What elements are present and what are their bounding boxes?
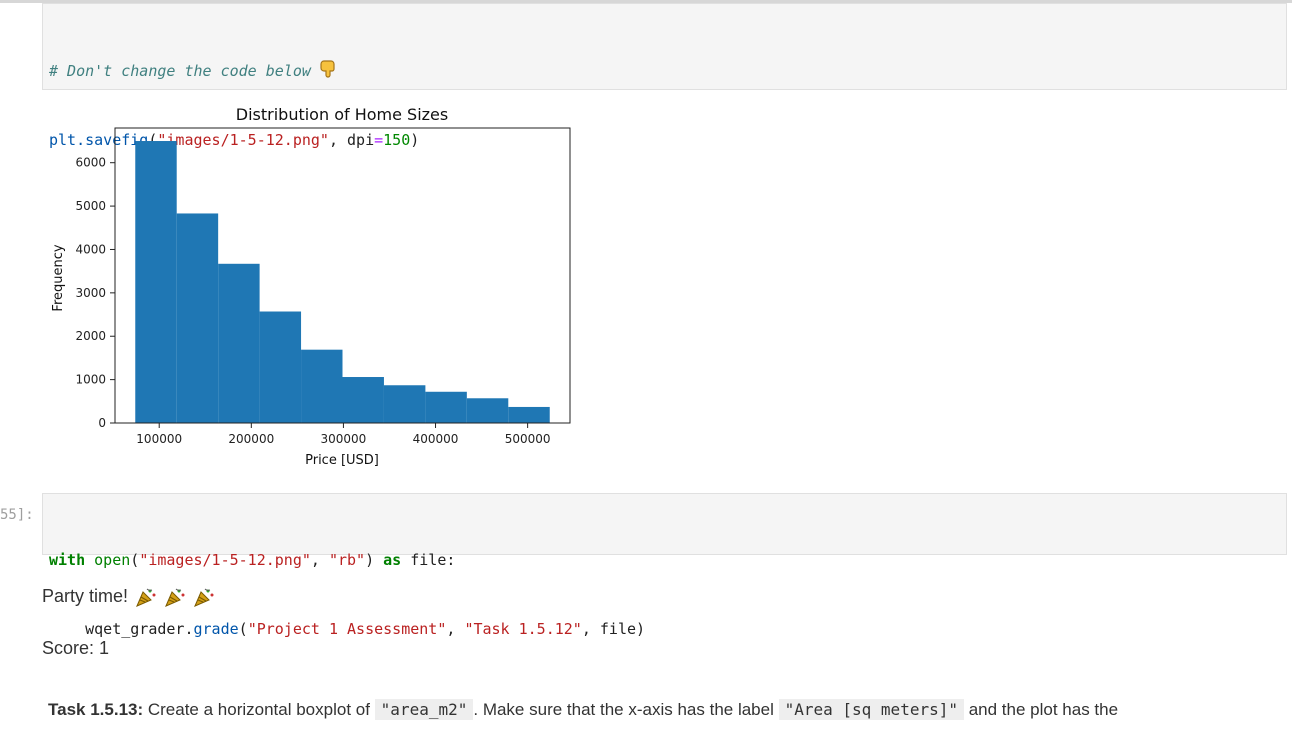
party-popper-icon — [165, 588, 185, 608]
histogram-bars — [135, 141, 550, 423]
y-axis-ticks: 0 1000 2000 3000 4000 5000 6000 — [75, 156, 115, 430]
histogram-bar — [259, 311, 302, 423]
x-tick-label: 300000 — [321, 432, 367, 446]
pointing-down-icon — [320, 60, 335, 78]
y-tick-label: 4000 — [75, 242, 106, 256]
y-tick-label: 1000 — [75, 373, 106, 387]
party-output: Party time! — [42, 586, 215, 608]
inline-code-label: "Area [sq meters]" — [778, 699, 964, 720]
x-tick-label: 100000 — [136, 432, 182, 446]
plot-frame — [114, 127, 571, 424]
task-description: Task 1.5.13: Create a horizontal boxplot… — [48, 699, 1119, 720]
y-axis-label: Frequency — [51, 244, 66, 311]
code-cell-grader[interactable]: with open("images/1-5-12.png", "rb") as … — [42, 493, 1287, 638]
histogram-bar — [383, 385, 426, 423]
histogram-bar — [301, 349, 343, 423]
x-axis-ticks: 100000 200000 300000 400000 500000 — [136, 423, 551, 446]
chart-title: Distribution of Home Sizes — [236, 105, 448, 124]
y-tick-label: 6000 — [75, 156, 106, 170]
y-tick-label: 3000 — [75, 286, 106, 300]
top-divider — [0, 0, 1292, 3]
score-output: Score: 1 — [42, 638, 110, 658]
party-popper-icon — [136, 588, 156, 608]
x-tick-label: 400000 — [413, 432, 459, 446]
y-tick-label: 2000 — [75, 329, 106, 343]
histogram-bar — [218, 263, 260, 423]
x-tick-label: 200000 — [228, 432, 274, 446]
code-cell-savefig[interactable]: # Don't change the code below plt.savefi… — [42, 3, 1287, 149]
inline-code-area: "area_m2" — [374, 699, 474, 720]
code-line-with-open: with open("images/1-5-12.png", "rb") as … — [49, 551, 456, 569]
y-tick-label: 5000 — [75, 199, 106, 213]
histogram-bar — [425, 391, 467, 423]
code-line-grade: wqet_grader.grade("Project 1 Assessment"… — [49, 620, 646, 638]
party-text: Party time! — [42, 586, 129, 606]
x-tick-label: 500000 — [505, 432, 551, 446]
histogram-chart: Distribution of Home Sizes 100000 200000 3… — [51, 105, 571, 468]
cell-prompt: 55]: — [0, 507, 34, 523]
y-tick-label: 0 — [98, 416, 106, 430]
histogram-bar — [466, 398, 509, 423]
code-line-comment: # Don't change the code below — [49, 60, 419, 83]
party-popper-icon — [194, 588, 214, 608]
histogram-bar — [342, 377, 384, 423]
code-line-savefig: plt.savefig("images/1-5-12.png", dpi=150… — [49, 131, 420, 149]
histogram-bar — [508, 406, 550, 423]
x-axis-label: Price [USD] — [305, 453, 379, 468]
task-label: Task 1.5.13: — [48, 700, 144, 719]
histogram-bar — [176, 213, 219, 423]
histogram-bar — [135, 141, 177, 423]
